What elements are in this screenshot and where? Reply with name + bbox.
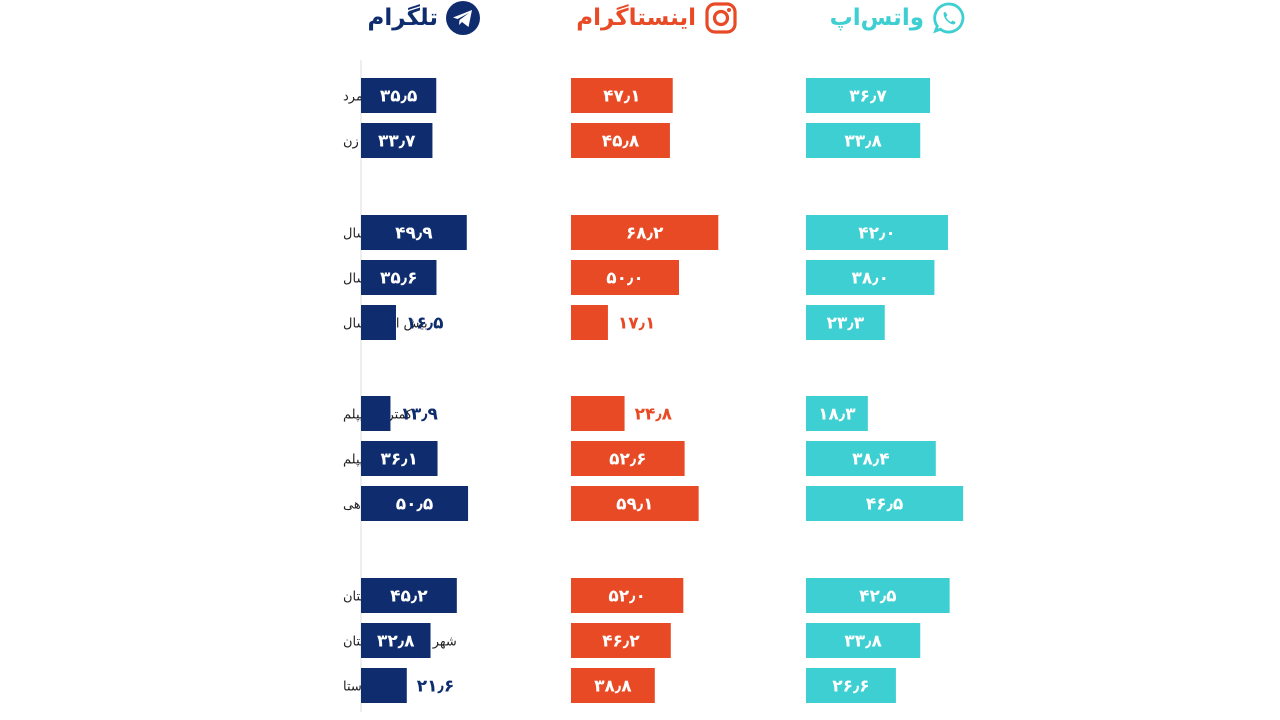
instagram-value-label: ۲۴٫۸ xyxy=(635,405,673,425)
instagram-value-label: ۱۷٫۱ xyxy=(618,314,655,334)
instagram-value-label: ۴۵٫۸ xyxy=(602,132,640,152)
instagram-bar xyxy=(571,441,685,476)
telegram-value-label: ۲۱٫۶ xyxy=(417,677,454,697)
telegram-value-label: ۵۰٫۵ xyxy=(396,495,433,515)
instagram-value-label: ۳۸٫۸ xyxy=(594,677,632,697)
whatsapp-value-label: ۲۳٫۳ xyxy=(827,314,865,334)
instagram-value-label: ۵۰٫۰ xyxy=(606,269,643,289)
whatsapp-value-label: ۴۶٫۵ xyxy=(866,495,903,515)
telegram-bar xyxy=(361,215,467,250)
whatsapp-value-label: ۳۳٫۸ xyxy=(844,632,882,652)
instagram-value-label: ۵۲٫۰ xyxy=(608,587,645,607)
telegram-value-label: ۳۲٫۸ xyxy=(377,632,415,652)
whatsapp-value-label: ۴۲٫۰ xyxy=(858,224,895,244)
category-label: زن xyxy=(343,135,359,150)
telegram-bar xyxy=(361,578,457,613)
whatsapp-value-label: ۳۸٫۰ xyxy=(851,269,888,289)
whatsapp-bar xyxy=(806,215,948,250)
instagram-bar xyxy=(571,305,608,340)
telegram-bar xyxy=(361,623,431,658)
instagram-bar xyxy=(571,486,699,521)
telegram-value-label: ۳۶٫۱ xyxy=(381,450,418,470)
header-title-telegram: تلگرام xyxy=(367,5,438,31)
instagram-icon xyxy=(705,2,737,34)
whatsapp-bar xyxy=(806,623,921,658)
instagram-bar xyxy=(571,578,684,613)
telegram-bar xyxy=(361,123,433,158)
header-instagram: اینستاگرام xyxy=(568,0,738,36)
telegram-value-label: ۴۵٫۲ xyxy=(390,587,428,607)
whatsapp-value-label: ۳۸٫۴ xyxy=(852,450,889,470)
instagram-bar xyxy=(571,123,670,158)
telegram-icon xyxy=(446,1,480,35)
whatsapp-bar xyxy=(806,578,950,613)
header-whatsapp: واتس‌اپ xyxy=(806,0,966,36)
whatsapp-bar xyxy=(806,123,921,158)
instagram-value-label: ۴۶٫۲ xyxy=(602,632,640,652)
header-title-instagram: اینستاگرام xyxy=(576,5,696,31)
instagram-value-label: ۵۲٫۶ xyxy=(609,450,646,470)
instagram-bar xyxy=(571,215,719,250)
telegram-bar xyxy=(361,668,407,703)
telegram-bar xyxy=(361,78,437,113)
whatsapp-value-label: ۲۶٫۶ xyxy=(832,677,869,697)
whatsapp-bar xyxy=(806,668,896,703)
telegram-value-label: ۱۶٫۵ xyxy=(406,314,443,334)
whatsapp-bar xyxy=(806,78,931,113)
telegram-bar xyxy=(361,441,438,476)
instagram-bar xyxy=(571,78,673,113)
whatsapp-value-label: ۴۲٫۵ xyxy=(859,587,896,607)
telegram-value-label: ۳۵٫۶ xyxy=(380,269,417,289)
whatsapp-bar xyxy=(806,441,936,476)
telegram-value-label: ۴۹٫۹ xyxy=(395,224,433,244)
whatsapp-value-label: ۳۳٫۸ xyxy=(844,132,882,152)
telegram-value-label: ۳۳٫۷ xyxy=(378,132,416,152)
whatsapp-bar xyxy=(806,486,964,521)
telegram-bar xyxy=(361,305,396,340)
telegram-value-label: ۱۳٫۹ xyxy=(400,405,438,425)
telegram-bar xyxy=(361,260,437,295)
instagram-value-label: ۴۷٫۱ xyxy=(603,87,640,107)
instagram-value-label: ۶۸٫۲ xyxy=(626,224,664,244)
header-telegram: تلگرام xyxy=(360,0,480,36)
instagram-value-label: ۵۹٫۱ xyxy=(616,495,653,515)
telegram-value-label: ۳۵٫۵ xyxy=(380,87,417,107)
instagram-bar xyxy=(571,260,679,295)
whatsapp-bar xyxy=(806,305,885,340)
telegram-bar xyxy=(361,486,469,521)
header-title-whatsapp: واتس‌اپ xyxy=(829,5,924,31)
whatsapp-value-label: ۳۶٫۷ xyxy=(849,87,887,107)
instagram-bar xyxy=(571,396,625,431)
telegram-bar xyxy=(361,396,391,431)
category-label: مرد xyxy=(343,90,363,105)
whatsapp-bar xyxy=(806,396,868,431)
instagram-bar xyxy=(571,623,671,658)
whatsapp-value-label: ۱۸٫۳ xyxy=(818,405,856,425)
whatsapp-bar xyxy=(806,260,935,295)
whatsapp-icon xyxy=(933,2,965,34)
instagram-bar xyxy=(571,668,655,703)
